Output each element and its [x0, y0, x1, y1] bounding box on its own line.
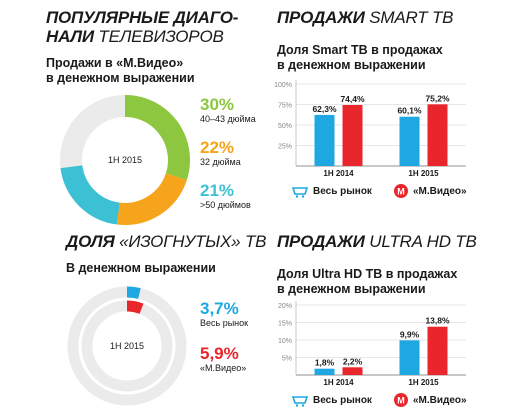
uhd-category-label: 1H 2015 [408, 378, 439, 387]
uhd-value-label: 9,9% [400, 329, 420, 339]
smart-value-label: 75,2% [425, 93, 450, 103]
smart-ytick-label: 25% [278, 144, 292, 151]
uhd-legend-market: Весь рынок [292, 393, 372, 407]
panel2-subtitle-2: в денежном выражении [277, 58, 426, 72]
smart-legend-market: Весь рынок [292, 184, 372, 198]
panel2-subtitle-1: Доля Smart ТВ в продажах [277, 43, 443, 57]
smart-value-label: 62,3% [312, 104, 337, 114]
panel-ultra-hd: ПРОДАЖИ ULTRA HD ТВ Доля Ultra HD ТВ в п… [277, 232, 527, 297]
svg-text:М: М [397, 396, 405, 406]
ring-slice-1 [126, 286, 141, 299]
panel2-title-thin: SMART ТВ [369, 8, 454, 27]
panel4-title-thin: ULTRA HD ТВ [369, 232, 477, 251]
panel4-subtitle: Доля Ultra HD ТВ в продажах в денежном в… [277, 267, 527, 297]
panel4-title: ПРОДАЖИ ULTRA HD ТВ [277, 232, 527, 251]
diag-label-2: 32 дюйма [200, 157, 241, 167]
panel2-subtitle: Доля Smart ТВ в продажах в денежном выра… [277, 43, 527, 73]
panel1-subtitle: Продажи в «М.Видео» в денежном выражении [46, 56, 276, 86]
panel-smart-tv: ПРОДАЖИ SMART ТВ Доля Smart ТВ в продажа… [277, 8, 527, 73]
donut-slice-1 [124, 95, 190, 181]
basket-icon [292, 186, 308, 198]
smart-legend-mvideo: М «М.Видео» [393, 184, 467, 198]
uhd-bar [399, 340, 420, 375]
ring-slice-2 [126, 300, 144, 314]
panel1-subtitle-1: Продажи в «М.Видео» [46, 56, 184, 70]
uhd-value-label: 2,2% [343, 356, 363, 366]
panel-curved-tv: ДОЛЯ «ИЗОГНУТЫХ» ТВ В денежном выражении [66, 232, 276, 276]
smart-legend-mvideo-label: «М.Видео» [412, 185, 467, 197]
curved-pct-market: 3,7% [200, 299, 239, 318]
panel2-title-bold: ПРОДАЖИ [277, 8, 365, 27]
smart-legend-market-label: Весь рынок [313, 185, 372, 197]
uhd-bar [314, 368, 335, 375]
smart-bar [427, 104, 448, 166]
curved-tv-ring-chart: 1H 2015 [67, 286, 187, 406]
panel4-subtitle-1: Доля Ultra HD ТВ в продажах [277, 267, 458, 281]
curved-pct-mvideo: 5,9% [200, 344, 239, 363]
uhd-category-label: 1H 2014 [323, 378, 354, 387]
smart-category-label: 1H 2015 [408, 169, 439, 178]
panel3-subtitle: В денежном выражении [66, 261, 216, 275]
uhd-legend-market-label: Весь рынок [313, 394, 372, 406]
panel3-title-bold: ДОЛЯ [66, 232, 115, 251]
donut-slice-3 [60, 164, 121, 225]
panel1-title-thin: ТЕЛЕВИЗОРОВ [98, 27, 224, 46]
diag-label-1: 40–43 дюйма [200, 114, 256, 124]
ultra-hd-bar-chart: 5% 10% 15% 20% 1,8% 2,2% 1H 2014 9,9% 13,8% 1H 20… [278, 301, 466, 387]
uhd-legend-mvideo-label: «М.Видео» [412, 394, 467, 406]
smart-value-label: 60,1% [397, 106, 422, 116]
curved-label-mvideo: «М.Видео» [200, 363, 247, 373]
smart-value-label: 74,4% [340, 94, 365, 104]
smart-ytick-label: 100% [274, 82, 292, 89]
smart-bar [314, 114, 335, 166]
uhd-bar [342, 367, 363, 375]
diag-pct-1: 30% [200, 95, 235, 114]
uhd-legend: Весь рынок М «М.Видео» [292, 393, 512, 407]
uhd-ytick-label: 5% [282, 356, 292, 363]
smart-bar [399, 116, 420, 166]
diag-pct-2: 22% [200, 138, 235, 157]
panel4-subtitle-2: в денежном выражении [277, 282, 426, 296]
panel4-title-bold: ПРОДАЖИ [277, 232, 365, 251]
smart-ytick-label: 50% [278, 123, 292, 130]
uhd-ytick-label: 10% [278, 338, 292, 345]
panel-popular-diagonals: ПОПУЛЯРНЫЕ ДИАГО- НАЛИ ТЕЛЕВИЗОРОВ Прода… [46, 8, 276, 86]
mvideo-logo-icon: М [393, 184, 408, 198]
diagonals-donut-chart: 1H 2015 [60, 95, 190, 225]
uhd-bar [427, 326, 448, 375]
mvideo-logo-icon: М [393, 393, 408, 407]
uhd-value-label: 13,8% [425, 316, 450, 326]
smart-ytick-label: 75% [278, 103, 292, 110]
panel1-title: ПОПУЛЯРНЫЕ ДИАГО- НАЛИ ТЕЛЕВИЗОРОВ [46, 8, 276, 46]
smart-tv-bar-chart: 25% 50% 75% 100% 62,3%74,4% 1H 2014 60,1%75,2%… [274, 80, 466, 178]
diagonals-legend: 30% 40–43 дюйма 22% 32 дюйма 21% >50 дюй… [200, 96, 280, 211]
panel1-subtitle-2: в денежном выражении [46, 71, 195, 85]
donut-center-label: 1H 2015 [108, 155, 142, 165]
diag-pct-3: 21% [200, 181, 235, 200]
smart-category-label: 1H 2014 [323, 169, 354, 178]
diag-label-3: >50 дюймов [200, 200, 251, 210]
basket-icon [292, 395, 308, 407]
panel1-title-bold: ПОПУЛЯРНЫЕ ДИАГО- [46, 8, 239, 27]
curved-label-market: Весь рынок [200, 318, 249, 328]
panel3-title-thin: «ИЗОГНУТЫХ» ТВ [119, 232, 267, 251]
rings-center-label: 1H 2015 [110, 341, 144, 351]
uhd-ytick-label: 15% [278, 321, 292, 328]
curved-legend: 3,7% Весь рынок 5,9% «М.Видео» [200, 300, 280, 374]
panel3-title: ДОЛЯ «ИЗОГНУТЫХ» ТВ [66, 232, 276, 251]
uhd-ytick-label: 20% [278, 303, 292, 310]
panel1-title-bold2: НАЛИ [46, 27, 94, 46]
donut-slice-2 [116, 172, 187, 225]
smart-bar [342, 104, 363, 166]
panel2-title: ПРОДАЖИ SMART ТВ [277, 8, 527, 27]
smart-legend: Весь рынок М «М.Видео» [292, 184, 512, 198]
svg-text:М: М [397, 187, 405, 197]
uhd-value-label: 1,8% [315, 358, 335, 368]
uhd-legend-mvideo: М «М.Видео» [393, 393, 467, 407]
